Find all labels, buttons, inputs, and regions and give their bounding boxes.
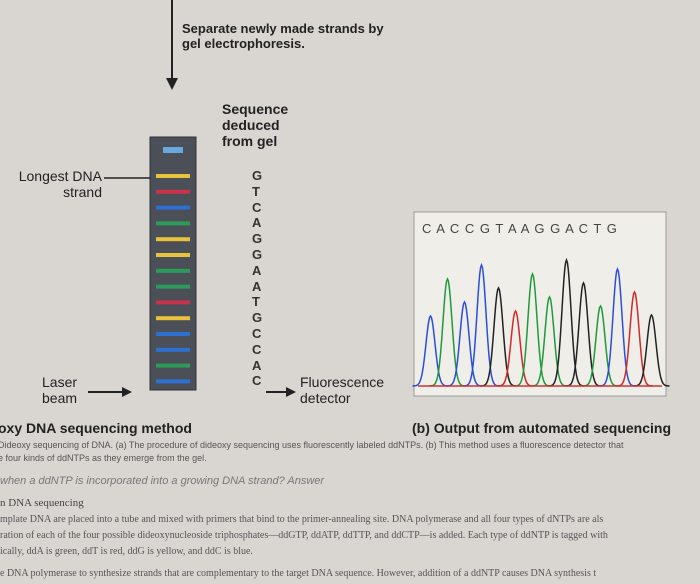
peak (633, 313, 670, 387)
band (156, 300, 190, 305)
band (156, 174, 190, 178)
deduced-label: Sequence deduced from gel (222, 101, 288, 149)
laser-label: Laser beam (42, 374, 77, 406)
arrow-head (122, 387, 132, 397)
detector-label: Fluorescence detector (300, 374, 384, 406)
body-line: mplate DNA are placed into a tube and mi… (0, 514, 604, 525)
sequence-letter: T (252, 183, 260, 199)
section-heading: n DNA sequencing (0, 497, 84, 509)
top-note: Separate newly made strands by gel elect… (182, 21, 384, 52)
sequence-letter: C (252, 199, 262, 215)
band (156, 363, 190, 368)
arrow-head (286, 387, 296, 397)
body-line: ically, ddA is green, ddT is red, ddG is… (0, 546, 253, 557)
peak (582, 304, 619, 387)
text: Sequence (222, 101, 289, 117)
band (156, 221, 190, 226)
peak (548, 257, 585, 387)
band (156, 316, 190, 321)
output-sequence: C A C C G T A A G G A C T G (422, 221, 618, 236)
sequence-letter: G (252, 310, 263, 326)
sequence-letter: A (252, 357, 262, 373)
sequence-letter: G (252, 247, 263, 262)
legend-line: Dideoxy sequencing of DNA. (a) The proce… (0, 440, 624, 450)
sequence-letter: A (252, 262, 262, 278)
sequence-letter: G (252, 168, 263, 183)
peak (599, 266, 636, 387)
sequence-letter: C (252, 373, 262, 389)
peak (412, 314, 449, 387)
text: detector (300, 390, 351, 407)
band (156, 237, 190, 242)
legend-line: e four kinds of ddNTPs as they emerge fr… (0, 453, 207, 463)
band (156, 284, 190, 289)
sequence-letter: T (252, 294, 260, 310)
peak (565, 281, 602, 387)
band (156, 332, 190, 336)
band (156, 379, 190, 384)
peak (446, 300, 483, 387)
sequence-letter: A (252, 215, 262, 231)
chromatogram-panel (413, 211, 667, 397)
sequence-letter: A (252, 278, 262, 294)
text: Separate newly made strands by (182, 21, 384, 36)
caption-b: (b) Output from automated sequencing (412, 420, 671, 436)
text: Laser (42, 374, 78, 390)
peak (514, 272, 551, 387)
peak (497, 309, 534, 387)
well (163, 147, 183, 153)
text: strand (63, 184, 102, 201)
sequence-letter: C (252, 341, 262, 357)
text: Longest DNA (18, 168, 102, 184)
caption-a: oxy DNA sequencing method (0, 420, 192, 436)
body-line: ration of each of the four possible dide… (0, 530, 608, 541)
band (156, 347, 190, 352)
peak (616, 290, 653, 387)
text: gel electrophoresis. (182, 35, 305, 51)
text: Fluorescence (300, 374, 385, 390)
text: deduced (222, 117, 280, 134)
peak (480, 286, 517, 387)
longest-label: Longest DNA strand (12, 168, 102, 200)
band (156, 189, 190, 194)
sequence-letter: G (252, 231, 263, 247)
sequence-letter: C (252, 326, 262, 341)
body-line: e DNA polymerase to synthesize strands t… (0, 568, 597, 579)
band (156, 253, 190, 257)
peak (429, 277, 466, 387)
band (156, 205, 190, 210)
text: from gel (222, 133, 278, 150)
peak (531, 295, 568, 387)
arrow-head (166, 78, 178, 90)
peak (463, 262, 500, 387)
text: beam (42, 390, 78, 407)
band (156, 268, 190, 273)
question: when a ddNTP is incorporated into a grow… (0, 475, 325, 487)
